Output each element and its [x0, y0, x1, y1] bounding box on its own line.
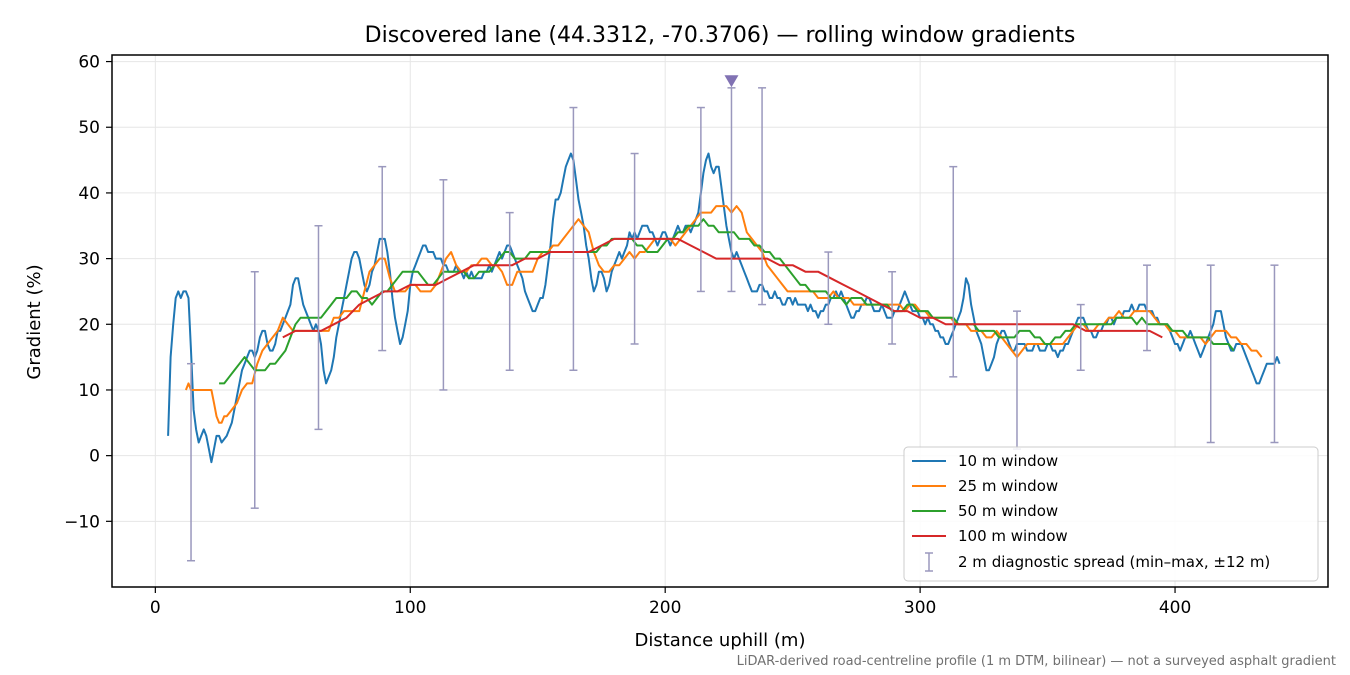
chart-title: Discovered lane (44.3312, -70.3706) — ro… [365, 23, 1076, 48]
y-tick-label: 30 [78, 250, 100, 270]
error-bar [696, 106, 705, 293]
y-tick-label: −10 [64, 512, 100, 532]
footnote: LiDAR-derived road-centreline profile (1… [737, 654, 1336, 669]
error-bar [439, 179, 448, 391]
error-bars [187, 87, 1279, 562]
error-bar [505, 211, 514, 372]
x-tick-label: 200 [649, 598, 681, 618]
error-bar [727, 87, 736, 293]
error-bar [758, 87, 767, 306]
y-axis-label: Gradient (%) [24, 264, 45, 379]
error-bar [250, 270, 259, 509]
error-bar [314, 225, 323, 431]
y-tick-label: 40 [78, 184, 100, 204]
error-bar [888, 270, 897, 345]
error-bar [378, 165, 387, 352]
peak-marker-triangle [724, 75, 739, 88]
legend-label-10m: 10 m window [958, 452, 1058, 470]
error-bar [824, 251, 833, 326]
error-bar [949, 165, 958, 378]
y-tick-label: 0 [89, 447, 100, 467]
y-tick-label: 20 [78, 315, 100, 335]
error-bar [1076, 303, 1085, 372]
grid-lines [112, 55, 1328, 587]
x-axis-label: Distance uphill (m) [635, 630, 806, 651]
error-bar [630, 152, 639, 345]
legend-label-100m: 100 m window [958, 527, 1068, 545]
y-tick-label: 10 [78, 381, 100, 401]
legend-label-25m: 25 m window [958, 477, 1058, 495]
axis-ticks: 0 100 200 300 400 −10 0 10 20 30 40 50 60 [64, 53, 1191, 618]
error-bar [569, 106, 578, 372]
x-tick-label: 300 [904, 598, 936, 618]
series-lines [167, 152, 1281, 464]
legend-label-errorbar: 2 m diagnostic spread (min–max, ±12 m) [958, 553, 1270, 571]
x-tick-label: 400 [1159, 598, 1191, 618]
error-bar [1206, 264, 1215, 444]
error-bar [1270, 264, 1279, 444]
y-tick-label: 60 [78, 53, 100, 73]
legend: 10 m window 25 m window 50 m window 100 … [903, 446, 1319, 582]
series-line-100-m-window [282, 237, 1163, 339]
error-bar [1143, 264, 1152, 352]
x-tick-label: 100 [394, 598, 426, 618]
legend-label-50m: 50 m window [958, 502, 1058, 520]
peak-marker [724, 75, 739, 88]
legend-box [903, 446, 1319, 582]
error-bar [187, 362, 196, 562]
series-line-10-m-window [167, 152, 1281, 464]
plot-frame [111, 54, 1329, 588]
x-tick-label: 0 [150, 598, 161, 618]
series-line-50-m-window [219, 218, 1235, 385]
legend-swatch-errorbar [925, 552, 933, 572]
y-tick-label: 50 [78, 118, 100, 138]
